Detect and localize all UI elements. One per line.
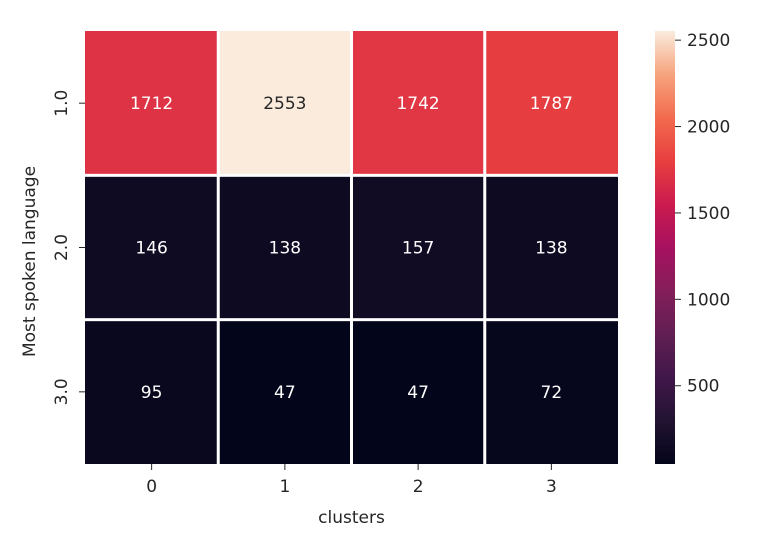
- cell-value-label: 95: [141, 383, 163, 403]
- colorbar-tick-label: 2000: [687, 118, 730, 138]
- heatmap-cells: 1712 2553 1742 1787 146 138 157 138 95 47 47 72: [85, 31, 618, 464]
- cell-value-label: 47: [407, 383, 429, 403]
- y-tick-label: 1.0: [52, 90, 72, 117]
- cell-value-label: 138: [535, 239, 567, 259]
- cell-value-label: 146: [135, 239, 167, 259]
- cell-value-label: 138: [269, 239, 301, 259]
- colorbar-tick-label: 500: [687, 377, 719, 397]
- x-tick-label: 2: [413, 477, 424, 497]
- colorbar: [655, 31, 675, 464]
- heatmap-cell: [85, 31, 217, 174]
- heatmap-cell: [219, 176, 350, 319]
- cell-value-label: 47: [274, 383, 296, 403]
- x-tick-label: 0: [146, 477, 157, 497]
- cell-value-label: 2553: [263, 94, 306, 114]
- y-tick-label: 2.0: [52, 234, 72, 261]
- heatmap-cell: [353, 321, 484, 464]
- heatmap-cell: [353, 176, 484, 319]
- cell-value-label: 1712: [130, 94, 173, 114]
- colorbar-tick-label: 2500: [687, 31, 730, 51]
- y-axis-ticks: 1.0 2.0 3.0: [52, 90, 85, 405]
- x-tick-label: 3: [546, 477, 557, 497]
- y-tick-label: 3.0: [52, 378, 72, 405]
- cell-value-label: 72: [541, 383, 563, 403]
- colorbar-tick-label: 1000: [687, 290, 730, 310]
- colorbar-tick-label: 1500: [687, 204, 730, 224]
- heatmap-cell: [219, 31, 350, 174]
- x-tick-label: 1: [279, 477, 290, 497]
- colorbar-ticks: 500 1000 1500 2000 2500: [675, 31, 730, 397]
- heatmap-cell: [486, 31, 618, 174]
- heatmap-cell: [85, 176, 217, 319]
- heatmap-cell: [85, 321, 217, 464]
- y-axis-label: Most spoken language: [20, 166, 40, 357]
- x-axis-label: clusters: [318, 508, 385, 528]
- heatmap-cell: [486, 321, 618, 464]
- cell-value-label: 157: [402, 239, 434, 259]
- cell-value-label: 1742: [396, 94, 439, 114]
- heatmap-cell: [219, 321, 350, 464]
- x-axis-ticks: 0 1 2 3: [146, 464, 557, 497]
- heatmap-cell: [486, 176, 618, 319]
- cell-value-label: 1787: [530, 94, 573, 114]
- heatmap-cell: [353, 31, 484, 174]
